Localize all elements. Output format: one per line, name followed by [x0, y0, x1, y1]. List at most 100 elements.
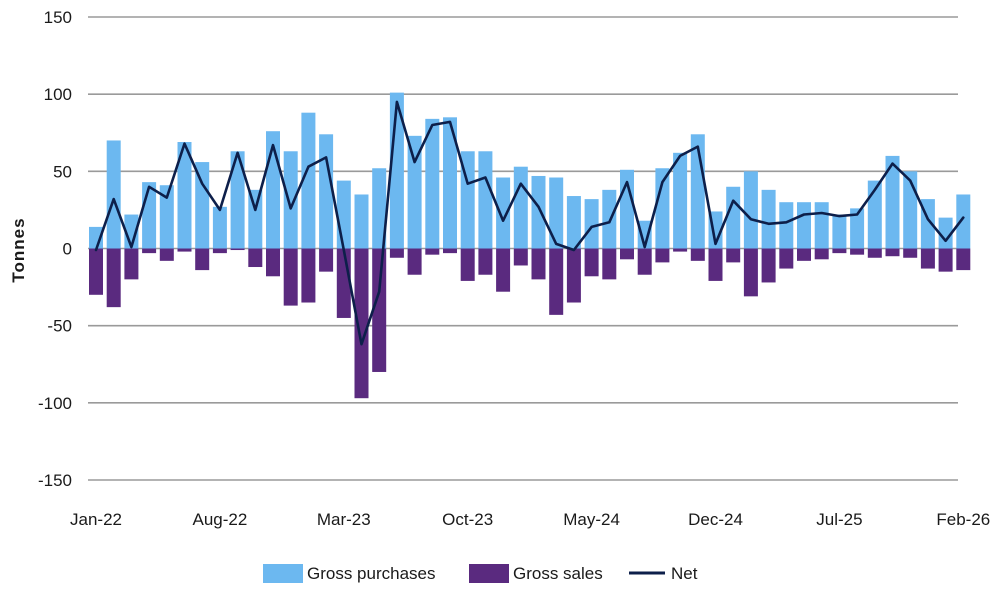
- bar-gross-sales: [177, 248, 192, 252]
- bar-gross-sales: [761, 248, 776, 283]
- bar-gross-sales: [301, 248, 316, 303]
- y-tick-label: 100: [44, 85, 72, 104]
- bar-gross-sales: [903, 248, 918, 258]
- y-tick-label: -150: [38, 471, 72, 490]
- y-tick-labels: 150 100 50 0 -50 -100 -150: [38, 8, 72, 490]
- bar-gross-purchases: [212, 206, 227, 249]
- bar-gross-sales: [885, 248, 900, 257]
- bar-gross-sales: [425, 248, 440, 255]
- bar-gross-purchases: [761, 189, 776, 249]
- bar-gross-purchases: [549, 177, 564, 249]
- bar-gross-purchases: [142, 182, 157, 249]
- bar-gross-sales: [708, 248, 723, 281]
- x-tick-label: Jan-22: [70, 510, 122, 529]
- bar-gross-sales: [372, 248, 387, 372]
- bar-gross-purchases: [832, 214, 847, 249]
- bar-gross-sales: [443, 248, 457, 254]
- bar-gross-purchases: [372, 168, 387, 249]
- bar-gross-purchases: [513, 166, 528, 249]
- bar-gross-purchases: [106, 140, 121, 249]
- bar-gross-sales: [496, 248, 511, 292]
- x-tick-label: Oct-23: [442, 510, 493, 529]
- y-tick-label: 50: [53, 162, 72, 181]
- bar-gross-sales: [690, 248, 705, 261]
- bar-gross-sales: [832, 248, 847, 254]
- bar-gross-sales: [195, 248, 210, 271]
- bar-gross-purchases: [726, 186, 741, 249]
- bar-gross-sales: [531, 248, 546, 280]
- bar-gross-sales: [655, 248, 670, 263]
- bar-gross-sales: [159, 248, 174, 261]
- legend-swatch: [263, 564, 303, 583]
- bar-gross-purchases: [177, 142, 192, 249]
- bar-gross-sales: [779, 248, 794, 269]
- bar-gross-sales: [920, 248, 935, 269]
- bar-gross-purchases: [354, 194, 369, 249]
- x-tick-label: Mar-23: [317, 510, 371, 529]
- bar-gross-sales: [478, 248, 493, 275]
- bar-gross-sales: [142, 248, 157, 254]
- bar-gross-purchases: [443, 117, 457, 249]
- bar-gross-purchases: [938, 217, 953, 249]
- y-tick-label: -100: [38, 394, 72, 413]
- bar-gross-sales: [283, 248, 298, 306]
- bar-gross-sales: [513, 248, 528, 266]
- bar-gross-sales: [460, 248, 475, 281]
- bar-gross-purchases: [797, 202, 811, 249]
- x-tick-label: Feb-26: [936, 510, 990, 529]
- bar-gross-sales: [566, 248, 581, 303]
- bar-gross-purchases: [779, 202, 794, 249]
- legend-label: Gross sales: [513, 564, 603, 583]
- y-tick-label: 0: [63, 240, 72, 259]
- bar-gross-sales: [389, 248, 404, 258]
- bar-gross-purchases: [230, 151, 245, 249]
- bar-gross-sales: [637, 248, 652, 275]
- net-line: [94, 100, 965, 346]
- bar-gross-sales: [124, 248, 139, 280]
- bar-gross-sales: [319, 248, 334, 272]
- bar-gross-purchases: [283, 151, 298, 249]
- bar-gross-purchases: [531, 175, 546, 249]
- bar-gross-sales: [602, 248, 617, 280]
- bar-gross-purchases: [584, 199, 599, 249]
- bar-gross-sales: [620, 248, 634, 260]
- bar-gross-sales: [89, 248, 103, 295]
- bar-gross-sales: [797, 248, 811, 261]
- bar-gross-purchases: [195, 162, 210, 249]
- bar-gross-purchases: [655, 168, 670, 249]
- y-tick-label: 150: [44, 8, 72, 27]
- bar-gross-purchases: [248, 189, 263, 249]
- bar-gross-sales: [248, 248, 263, 268]
- bar-gross-sales: [212, 248, 227, 254]
- legend-label: Net: [671, 564, 698, 583]
- legend-swatch: [469, 564, 509, 583]
- bar-gross-purchases: [867, 180, 882, 249]
- bar-gross-purchases: [301, 112, 316, 249]
- bar-gross-sales: [938, 248, 953, 272]
- net-line-layer: [94, 100, 965, 346]
- bar-gross-sales: [814, 248, 829, 260]
- bar-gross-sales: [549, 248, 564, 315]
- bar-gross-purchases: [407, 135, 422, 249]
- bar-gross-sales: [956, 248, 971, 271]
- y-tick-label: -50: [47, 317, 72, 336]
- y-axis-title: Tonnes: [9, 217, 28, 282]
- legend-label: Gross purchases: [307, 564, 436, 583]
- bar-gross-purchases: [425, 118, 440, 249]
- x-tick-label: Jul-25: [816, 510, 862, 529]
- bar-gross-sales: [584, 248, 599, 277]
- bar-gross-sales: [726, 248, 741, 263]
- bar-gross-purchases: [673, 152, 688, 249]
- bar-gross-purchases: [814, 202, 829, 249]
- bar-gross-sales: [354, 248, 369, 399]
- bar-gross-purchases: [885, 155, 900, 249]
- bar-gross-sales: [230, 248, 245, 251]
- bar-gross-sales: [266, 248, 280, 277]
- x-tick-label: Dec-24: [688, 510, 743, 529]
- bar-gross-sales: [743, 248, 758, 297]
- bar-gross-sales: [106, 248, 121, 308]
- bar-gross-purchases: [159, 185, 174, 249]
- bar-gross-purchases: [478, 151, 493, 249]
- bar-gross-sales: [407, 248, 422, 275]
